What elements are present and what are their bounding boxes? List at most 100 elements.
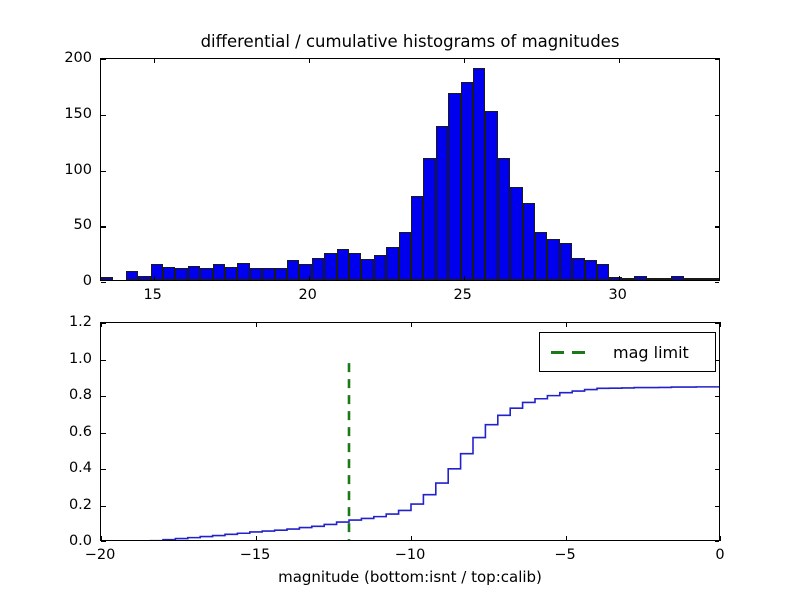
- top-x-tick: [463, 276, 465, 281]
- legend-dash-segment-1: [551, 351, 564, 354]
- bottom-x-tick: [719, 536, 721, 541]
- top-x-tick: [308, 276, 310, 281]
- bottom-y-tick-right: [714, 469, 719, 471]
- top-x-tick: [153, 276, 155, 281]
- differential-histogram-plot: [101, 59, 719, 280]
- bottom-y-tick: [101, 540, 106, 542]
- histogram-bar: [187, 265, 201, 280]
- top-y-ticklabel: 50: [73, 217, 92, 234]
- histogram-bar: [584, 259, 597, 280]
- histogram-bar: [634, 275, 647, 280]
- top-y-tick: [101, 114, 106, 117]
- bottom-y-ticklabel: 0.2: [68, 496, 92, 513]
- bottom-y-ticklabel: 1.0: [68, 350, 92, 367]
- bottom-x-tick-upper: [256, 322, 258, 327]
- histogram-bar: [411, 196, 424, 280]
- histogram-bar: [212, 264, 225, 280]
- histogram-bar: [683, 278, 697, 280]
- top-x-tick: [618, 276, 620, 281]
- histogram-bar: [708, 277, 719, 280]
- top-y-ticklabel: 100: [64, 161, 92, 178]
- bottom-y-ticklabel: 0.6: [68, 423, 92, 440]
- cumulative-step-line: [149, 386, 719, 540]
- bottom-y-tick: [101, 396, 106, 398]
- histogram-bar: [460, 81, 473, 280]
- bottom-x-tick-upper: [566, 322, 568, 327]
- bottom-x-tick-upper: [101, 322, 103, 327]
- top-x-tick-upper: [308, 58, 310, 63]
- top-y-tick-right: [714, 282, 719, 284]
- histogram-bar: [175, 267, 188, 280]
- top-x-tick-upper: [463, 58, 465, 63]
- differential-histogram-axes: [100, 58, 720, 284]
- bottom-y-tick-right: [714, 396, 719, 398]
- legend[interactable]: mag limit: [539, 332, 716, 372]
- bottom-x-tick: [411, 536, 413, 541]
- histogram-bar: [262, 267, 275, 280]
- bottom-x-tick: [256, 536, 258, 541]
- figure-title: differential / cumulative histograms of …: [200, 32, 620, 51]
- histogram-bar: [572, 257, 585, 280]
- top-y-tick-right: [714, 226, 719, 228]
- bottom-y-tick: [101, 469, 106, 471]
- histogram-bar: [547, 238, 560, 280]
- bottom-y-tick: [101, 323, 106, 325]
- bottom-y-tick-right: [714, 359, 719, 361]
- histogram-bar: [497, 158, 511, 280]
- top-y-tick-right: [714, 170, 719, 172]
- legend-line-sample: [551, 345, 593, 359]
- histogram-bar: [659, 278, 672, 280]
- histogram-bar: [597, 264, 610, 280]
- histogram-bar: [510, 187, 523, 280]
- bottom-x-ticklabel: −10: [394, 547, 426, 563]
- bottom-y-tick: [101, 432, 106, 434]
- top-y-tick-right: [714, 114, 719, 117]
- histogram-bar: [535, 232, 548, 280]
- bottom-y-ticklabel: 0.4: [68, 460, 92, 476]
- top-y-ticklabel: 200: [64, 50, 92, 66]
- top-x-ticklabel: 30: [608, 287, 627, 303]
- legend-dash-segment-2: [572, 351, 585, 354]
- histogram-bar: [386, 246, 399, 280]
- histogram-bar: [299, 264, 312, 280]
- bottom-x-tick-upper: [719, 322, 721, 327]
- histogram-bar: [361, 258, 374, 280]
- top-y-tick: [101, 59, 106, 61]
- histogram-bar: [336, 248, 349, 280]
- histogram-bar: [671, 275, 684, 280]
- cumulative-histogram-plot: [101, 323, 719, 540]
- cumulative-curve-svg: [149, 363, 719, 540]
- bottom-x-axis-label: magnitude (bottom:isnt / top:calib): [278, 568, 542, 586]
- bottom-x-tick: [101, 536, 103, 541]
- histogram-bar: [373, 255, 387, 280]
- bottom-y-tick-right: [714, 505, 719, 507]
- histogram-bar: [274, 267, 287, 280]
- top-y-tick: [101, 226, 106, 228]
- bottom-x-ticklabel: −5: [554, 547, 576, 563]
- bottom-y-tick: [101, 359, 106, 361]
- bottom-y-tick-right: [714, 323, 719, 325]
- histogram-bar: [621, 277, 635, 280]
- histogram-bar: [696, 278, 709, 280]
- histogram-bar: [349, 253, 362, 280]
- histogram-bar: [485, 110, 498, 280]
- histogram-bar: [287, 259, 300, 280]
- bottom-x-ticklabel: −20: [84, 547, 116, 563]
- bottom-y-ticklabel: 0.0: [68, 533, 92, 549]
- histogram-bar: [101, 276, 114, 280]
- top-x-ticklabel: 25: [453, 287, 472, 303]
- histogram-bar: [324, 253, 337, 280]
- histogram-bar: [559, 243, 573, 280]
- histogram-bar: [448, 92, 461, 280]
- top-x-ticklabel: 20: [298, 287, 317, 303]
- top-y-ticklabel: 0: [82, 273, 92, 289]
- histogram-bar: [237, 263, 250, 280]
- histogram-bar: [609, 276, 622, 280]
- histogram-bar: [150, 264, 163, 280]
- bottom-y-ticklabel: 0.8: [68, 387, 92, 403]
- histogram-bar: [125, 271, 139, 280]
- top-x-tick-upper: [153, 58, 155, 63]
- histogram-bar: [163, 266, 176, 280]
- bottom-x-tick: [566, 536, 568, 541]
